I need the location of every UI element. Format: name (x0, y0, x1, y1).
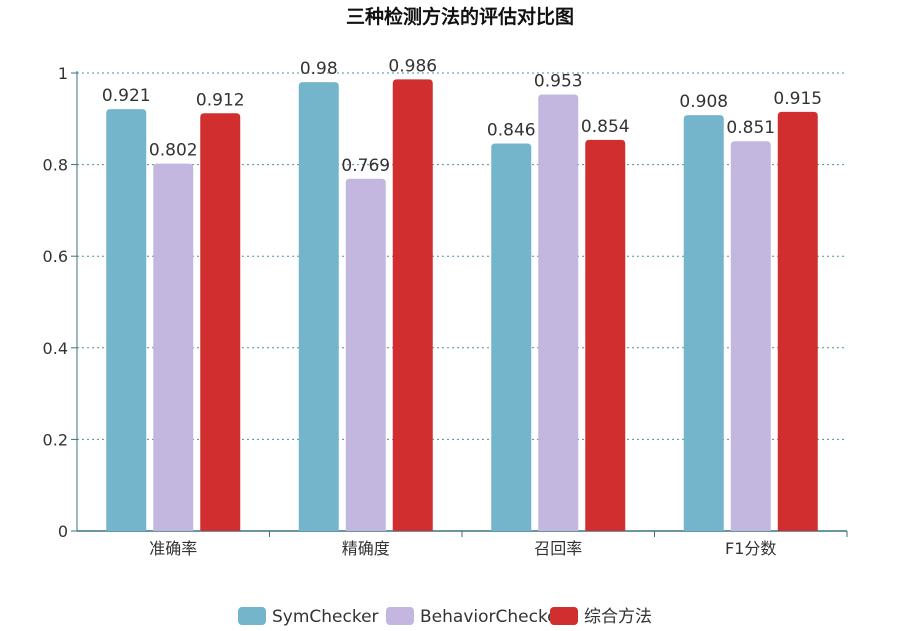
bar[interactable] (730, 141, 771, 531)
y-tick-label: 0.6 (43, 247, 68, 266)
bar[interactable] (777, 111, 818, 532)
chart-title: 三种检测方法的评估对比图 (346, 5, 574, 28)
bar[interactable] (200, 113, 241, 531)
bar[interactable] (106, 109, 147, 531)
data-label: 0.769 (341, 156, 390, 176)
legend-swatch[interactable] (238, 607, 266, 625)
y-tick-label: 0 (58, 522, 68, 541)
x-category-label: 精确度 (342, 539, 390, 558)
legend-item[interactable]: SymChecker (238, 607, 379, 627)
bar[interactable] (491, 143, 532, 532)
legend[interactable]: SymChecker BehaviorChecker 综合方法 (238, 607, 652, 627)
legend-item[interactable]: 综合方法 (550, 607, 652, 627)
legend-swatch[interactable] (386, 607, 414, 625)
data-label: 0.846 (487, 121, 536, 141)
data-label: 0.851 (726, 118, 775, 138)
legend-label[interactable]: BehaviorChecker (420, 607, 565, 627)
bar[interactable] (538, 94, 579, 531)
data-label: 0.854 (581, 117, 630, 137)
data-label: 0.98 (300, 59, 338, 79)
axes: 0 0.2 0.4 0.6 0.8 1 准确率 精确度 召回率 F1分数 (43, 64, 848, 558)
data-label: 0.921 (102, 86, 151, 106)
bar[interactable] (298, 82, 339, 531)
data-label: 0.802 (149, 141, 198, 161)
legend-label[interactable]: 综合方法 (584, 607, 652, 627)
bar[interactable] (345, 178, 386, 531)
data-label: 0.953 (534, 72, 583, 92)
y-tick-label: 1 (58, 64, 68, 83)
x-category-label: F1分数 (725, 539, 776, 558)
bar[interactable] (153, 163, 194, 531)
bar[interactable] (683, 115, 724, 532)
x-category-label: 召回率 (534, 539, 582, 558)
x-category-label: 准确率 (149, 539, 197, 558)
data-label: 0.908 (679, 92, 728, 112)
data-label: 0.986 (388, 56, 437, 76)
data-label: 0.912 (196, 90, 245, 110)
data-label: 0.915 (773, 89, 822, 109)
bars (106, 79, 818, 532)
bar[interactable] (585, 139, 626, 532)
bar[interactable] (392, 79, 433, 532)
legend-label[interactable]: SymChecker (272, 607, 379, 627)
legend-swatch[interactable] (550, 607, 578, 625)
y-tick-label: 0.4 (43, 339, 68, 358)
legend-item[interactable]: BehaviorChecker (386, 607, 565, 627)
y-tick-label: 0.2 (43, 430, 68, 449)
data-labels: 0.921 0.802 0.912 0.98 0.769 0.986 0.846 0.953 0… (102, 56, 822, 175)
y-tick-label: 0.8 (43, 156, 68, 175)
